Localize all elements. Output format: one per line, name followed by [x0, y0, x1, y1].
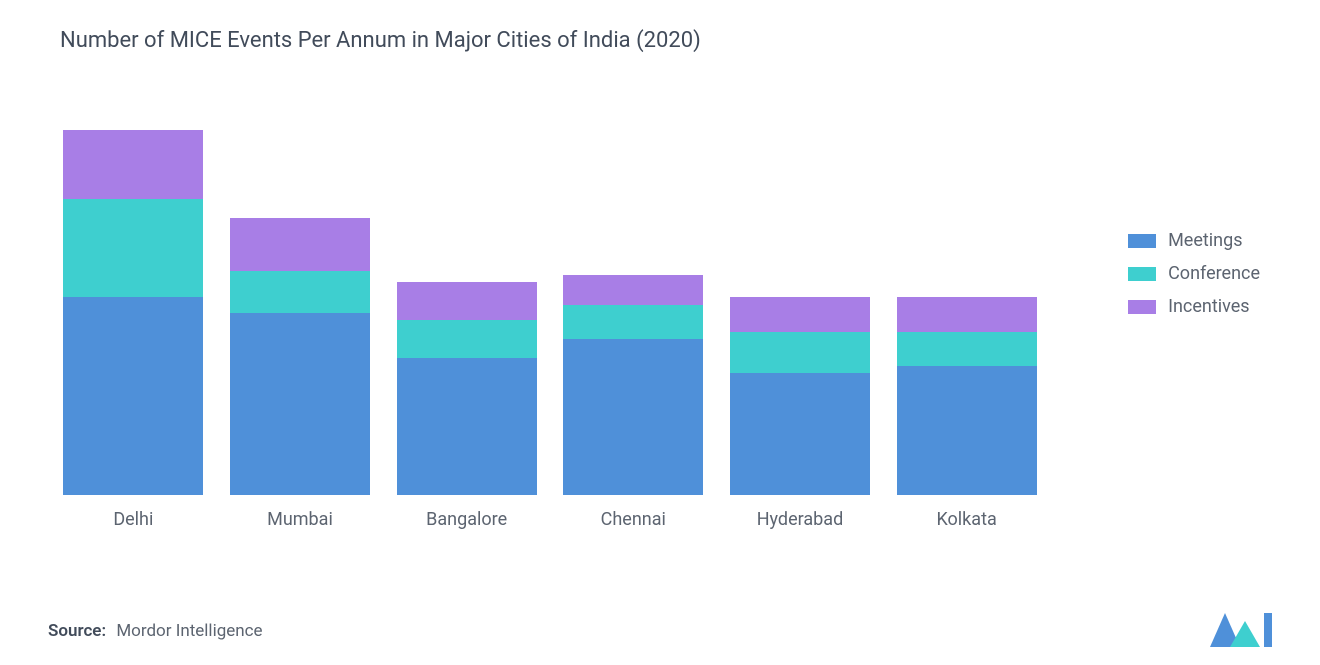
bar-category-label: Delhi — [113, 509, 153, 530]
bar-segment-incentives — [897, 297, 1037, 331]
source-line: Source: Mordor Intelligence — [48, 621, 263, 641]
legend-item: Conference — [1128, 263, 1260, 284]
bar-group: Hyderabad — [730, 297, 870, 530]
bar-group: Chennai — [563, 275, 703, 530]
legend-label: Conference — [1168, 263, 1260, 284]
bar-group: Bangalore — [397, 282, 537, 530]
bar-segment-meetings — [63, 297, 203, 495]
legend-label: Incentives — [1168, 296, 1249, 317]
legend-label: Meetings — [1168, 230, 1242, 251]
bar-category-label: Kolkata — [936, 509, 996, 530]
bar-stack — [63, 130, 203, 495]
bar-segment-meetings — [563, 339, 703, 495]
bar-category-label: Mumbai — [267, 509, 333, 530]
bar-segment-meetings — [730, 373, 870, 495]
bar-group: Kolkata — [897, 297, 1037, 530]
bar-category-label: Bangalore — [426, 509, 507, 530]
bar-group: Mumbai — [230, 218, 370, 530]
bar-segment-meetings — [897, 366, 1037, 495]
bar-segment-conference — [730, 332, 870, 374]
bar-category-label: Chennai — [601, 509, 666, 530]
bar-segment-conference — [63, 199, 203, 298]
bar-segment-conference — [897, 332, 1037, 366]
legend-swatch — [1128, 300, 1156, 314]
legend-item: Incentives — [1128, 296, 1260, 317]
bar-segment-incentives — [63, 130, 203, 198]
source-prefix: Source: — [48, 621, 106, 641]
bar-stack — [563, 275, 703, 495]
bar-segment-incentives — [563, 275, 703, 305]
bar-segment-meetings — [397, 358, 537, 495]
bar-segment-conference — [563, 305, 703, 339]
bar-group: Delhi — [63, 130, 203, 530]
legend-swatch — [1128, 267, 1156, 281]
source-text: Mordor Intelligence — [116, 621, 262, 641]
bar-stack — [897, 297, 1037, 495]
legend-swatch — [1128, 234, 1156, 248]
chart-legend: Meetings Conference Incentives — [1128, 230, 1260, 317]
bar-segment-conference — [230, 271, 370, 313]
bar-stack — [397, 282, 537, 495]
bar-segment-incentives — [730, 297, 870, 331]
bar-category-label: Hyderabad — [757, 509, 844, 530]
bar-segment-conference — [397, 320, 537, 358]
chart-plot-area: Delhi Mumbai Bangalore Chennai Hyderabad Kolk… — [40, 150, 1060, 530]
bar-segment-incentives — [397, 282, 537, 320]
bar-segment-meetings — [230, 313, 370, 495]
bar-stack — [730, 297, 870, 495]
brand-logo — [1210, 613, 1272, 647]
chart-title: Number of MICE Events Per Annum in Major… — [60, 28, 701, 53]
legend-item: Meetings — [1128, 230, 1260, 251]
bar-stack — [230, 218, 370, 495]
bar-segment-incentives — [230, 218, 370, 271]
